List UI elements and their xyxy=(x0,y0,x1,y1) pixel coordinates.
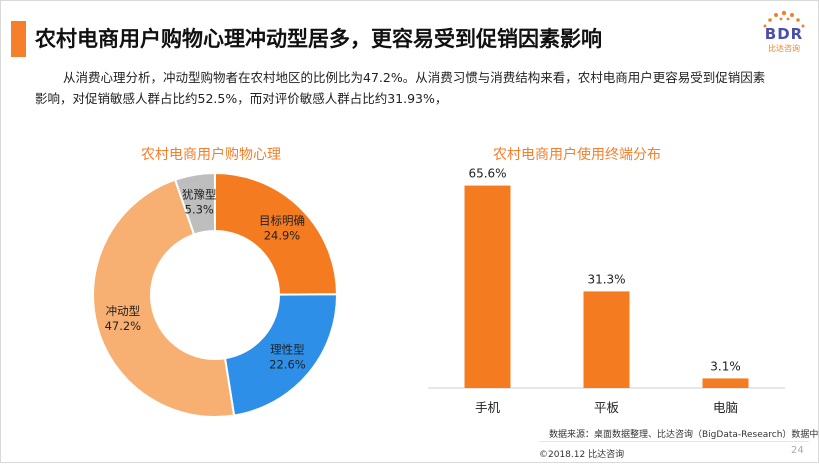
donut-slice-1 xyxy=(223,293,338,417)
donut-label-2: 冲动型 xyxy=(106,304,141,318)
footer-divider xyxy=(539,441,809,442)
logo-text: BDR xyxy=(764,25,804,43)
bar-value-label-1: 31.3% xyxy=(587,272,625,286)
donut-value-2: 47.2% xyxy=(105,319,142,333)
bar-1 xyxy=(583,291,630,388)
bar-2 xyxy=(702,378,749,388)
page-number: 24 xyxy=(791,445,804,456)
intro-paragraph: 从消费心理分析，冲动型购物者在农村地区的比例比为47.2%。从消费习惯与消费结构… xyxy=(35,70,766,106)
donut-value-0: 24.9% xyxy=(264,229,301,243)
title-accent-bar xyxy=(11,21,26,57)
donut-value-1: 22.6% xyxy=(269,357,306,371)
data-source-note: 数据来源：桌面数据整理、比达咨询（BigData-Research）数据中心 xyxy=(549,430,819,440)
donut-value-3: 5.3% xyxy=(185,202,214,216)
donut-chart-title: 农村电商用户购物心理 xyxy=(141,147,281,163)
donut-slice-2 xyxy=(92,178,236,418)
bar-value-label-0: 65.6% xyxy=(468,167,506,181)
bdr-logo: BDR 比达咨询 xyxy=(753,7,815,59)
bar-value-label-2: 3.1% xyxy=(710,359,741,373)
logo-subtext: 比达咨询 xyxy=(768,44,800,53)
copyright-note: ©2018.12 比达咨询 xyxy=(539,450,625,460)
donut-slice-3 xyxy=(173,171,216,236)
donut-label-0: 目标明确 xyxy=(259,214,305,228)
donut-slice-0 xyxy=(214,171,339,296)
page-title: 农村电商用户购物心理冲动型居多，更容易受到促销因素影响 xyxy=(35,27,602,51)
donut-label-3: 犹豫型 xyxy=(182,187,217,201)
bar-category-label-2: 电脑 xyxy=(713,400,738,415)
bar-category-label-1: 平板 xyxy=(594,400,620,415)
bar-0 xyxy=(464,185,511,388)
bar-category-label-0: 手机 xyxy=(475,400,501,415)
bar-chart-title: 农村电商用户使用终端分布 xyxy=(493,147,661,163)
donut-label-1: 理性型 xyxy=(270,342,305,356)
logo-mark-icon xyxy=(763,10,805,28)
